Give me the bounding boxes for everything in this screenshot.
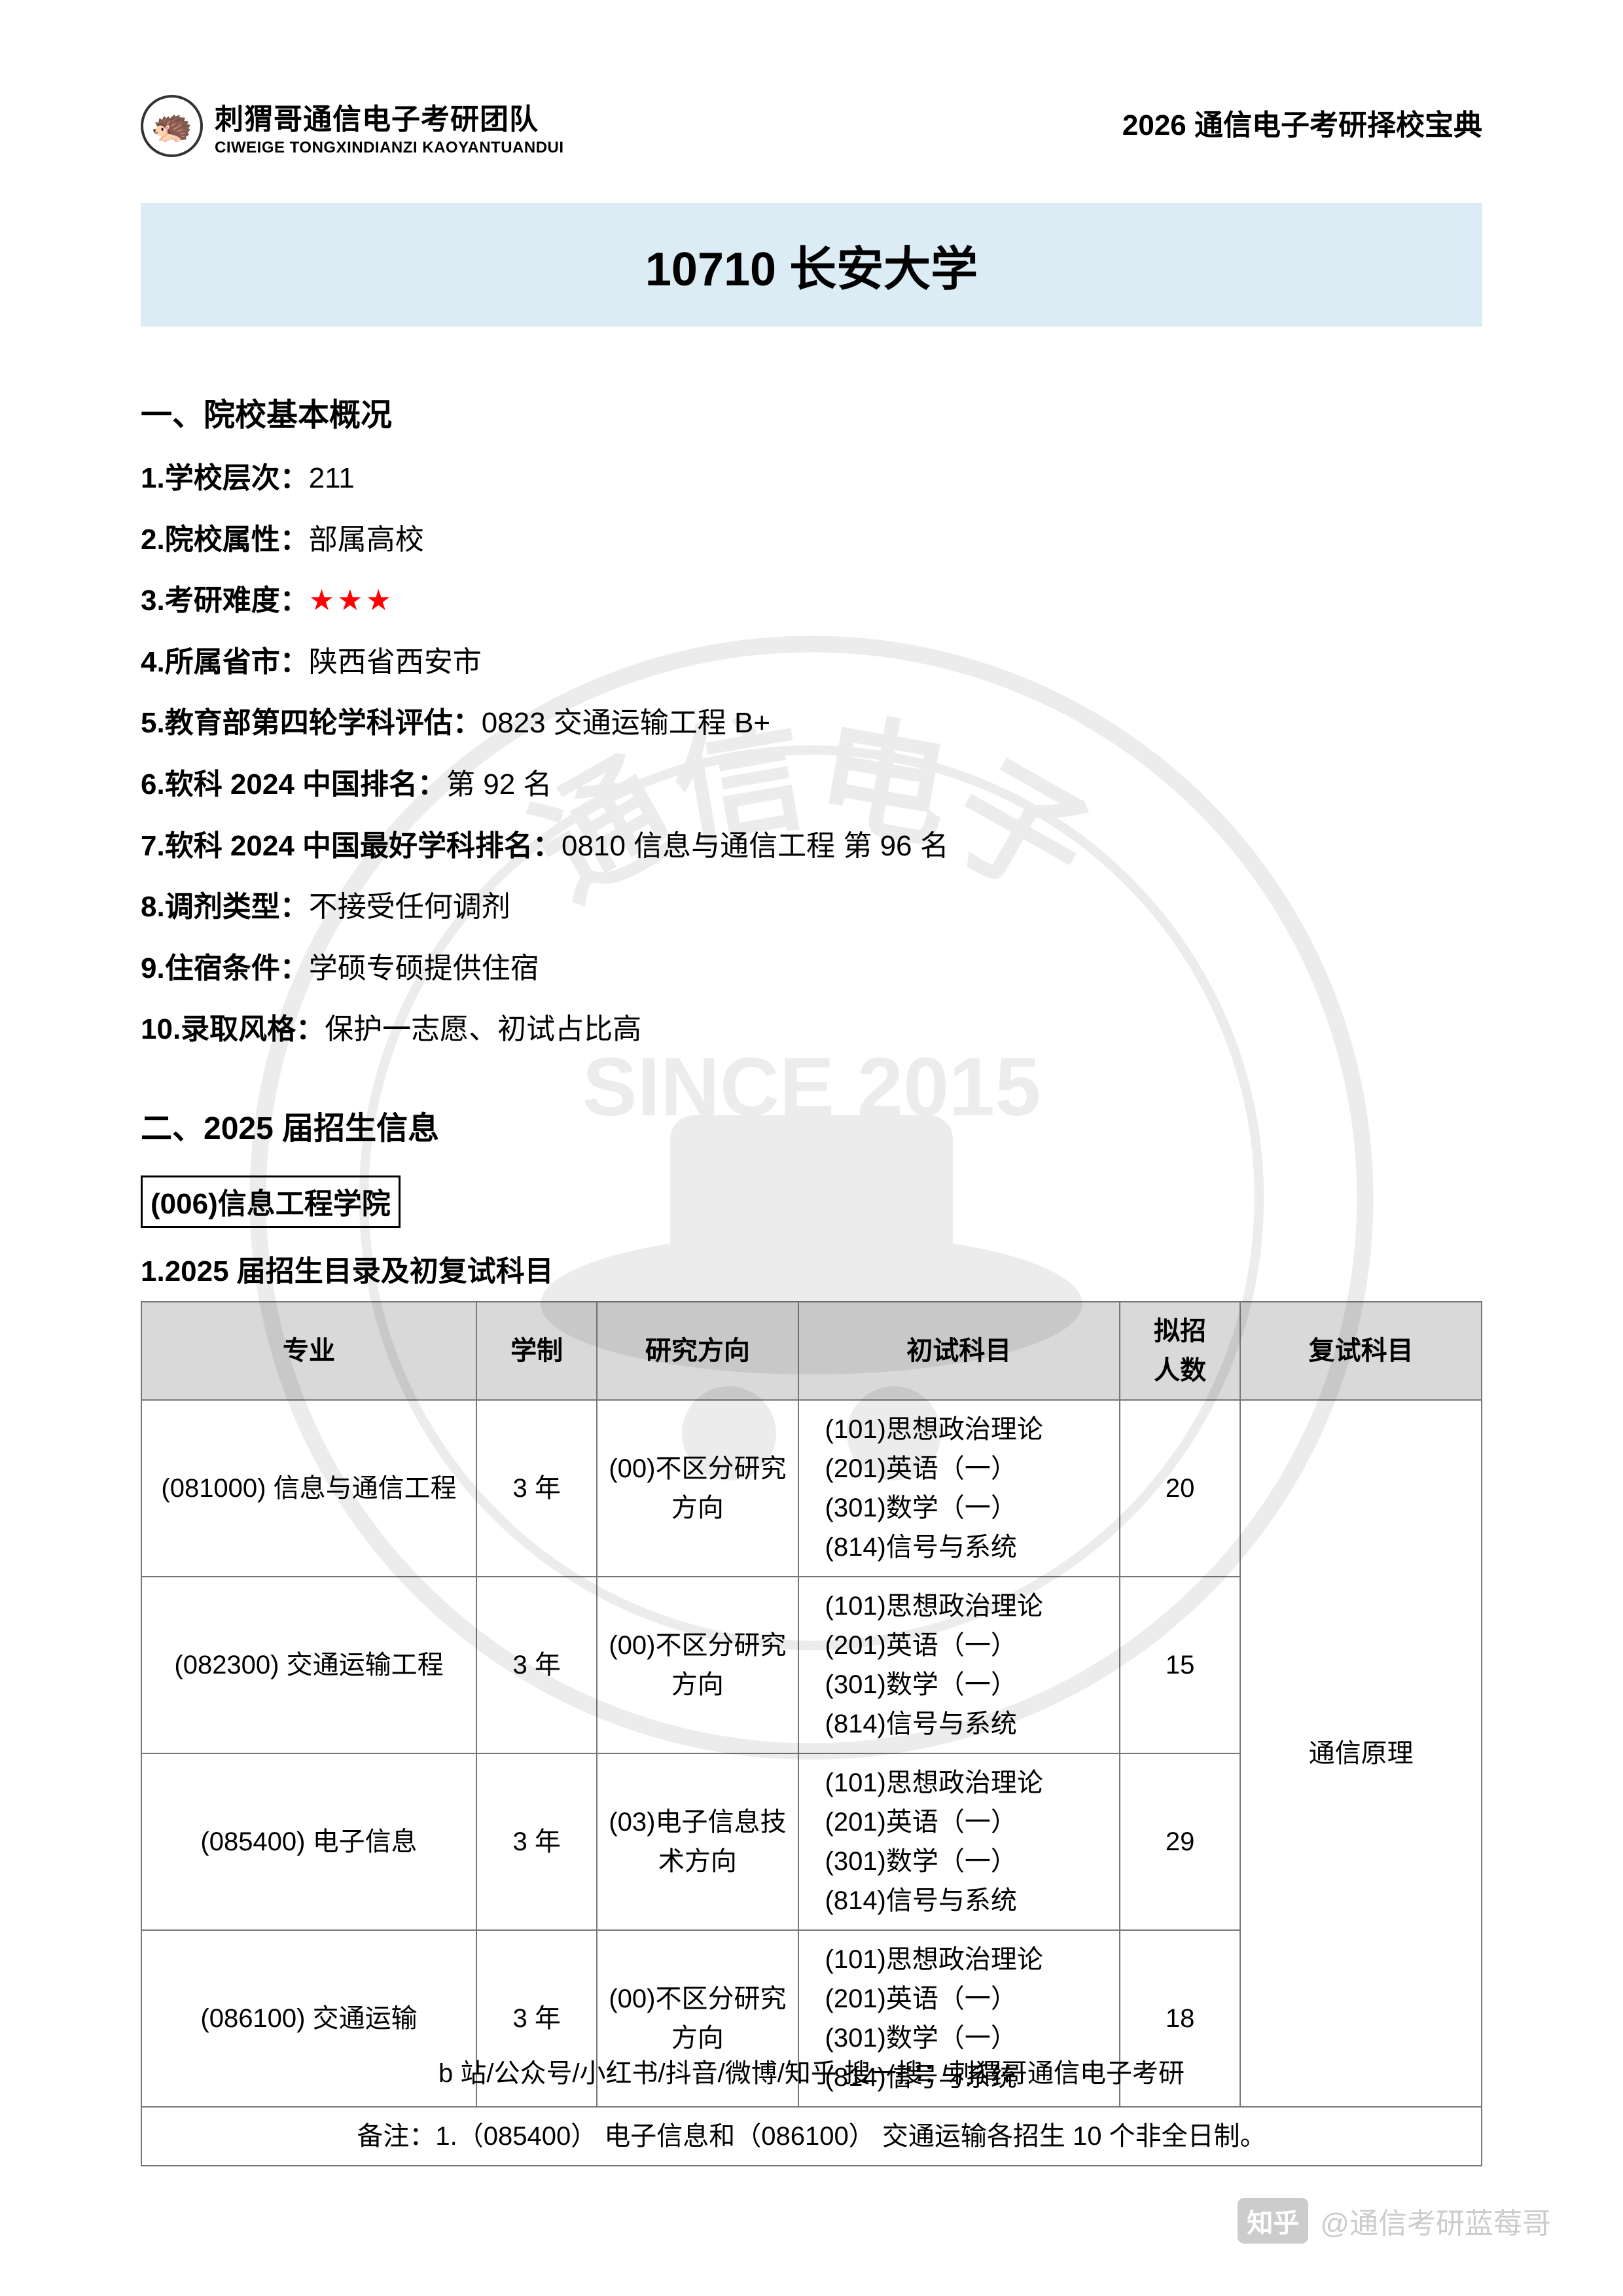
table-column-header: 复试科目 — [1240, 1302, 1482, 1400]
info-label: 2.院校属性： — [141, 524, 309, 556]
info-line: 3.考研难度：★★★ — [141, 581, 1482, 621]
section2-heading: 二、2025 届招生信息 — [141, 1102, 1482, 1148]
info-value: 211 — [309, 462, 355, 494]
page-footer: b 站/公众号/小红书/抖音/微博/知乎 搜一搜：刺猬哥通信电子考研 — [0, 2052, 1623, 2090]
cell-retest-merged: 通信原理 — [1240, 1400, 1482, 2107]
info-value: 部属高校 — [309, 524, 424, 556]
info-label: 8.调剂类型： — [141, 891, 309, 923]
info-label: 6.软科 2024 中国排名： — [141, 768, 446, 800]
info-label: 5.教育部第四轮学科评估： — [141, 707, 482, 739]
table-column-header: 专业 — [141, 1302, 476, 1400]
info-label: 10.录取风格： — [141, 1013, 325, 1045]
info-line: 1.学校层次：211 — [141, 458, 1482, 499]
cell-subjects: (101)思想政治理论(201)英语（一）(301)数学（一）(814)信号与系… — [798, 1577, 1120, 1753]
cell-dir: (03)电子信息技术方向 — [597, 1753, 798, 1930]
info-line: 4.所属省市：陕西省西安市 — [141, 642, 1482, 683]
info-value: 保护一志愿、初试占比高 — [325, 1013, 641, 1045]
info-label: 9.住宿条件： — [141, 952, 309, 984]
college-name-box: (006)信息工程学院 — [141, 1175, 401, 1228]
info-line: 2.院校属性：部属高校 — [141, 520, 1482, 560]
page-header: 🦔 刺猬哥通信电子考研团队 CIWEIGE TONGXINDIANZI KAOY… — [141, 95, 1482, 157]
info-line: 7.软科 2024 中国最好学科排名：0810 信息与通信工程 第 96 名 — [141, 826, 1482, 867]
cell-quota: 20 — [1120, 1400, 1240, 1577]
section1-heading: 一、院校基本概况 — [141, 389, 1482, 435]
cell-years: 3 年 — [476, 1753, 597, 1930]
zhihu-username: @通信考研蓝莓哥 — [1320, 2200, 1551, 2242]
logo-block: 🦔 刺猬哥通信电子考研团队 CIWEIGE TONGXINDIANZI KAOY… — [141, 95, 564, 157]
cell-subjects: (101)思想政治理论(201)英语（一）(301)数学（一）(814)信号与系… — [798, 1753, 1120, 1930]
table-note-cell: 备注：1.（085400） 电子信息和（086100） 交通运输各招生 10 个… — [141, 2107, 1482, 2166]
info-value: 第 92 名 — [446, 768, 552, 800]
info-value: 学硕专硕提供住宿 — [309, 952, 539, 984]
admission-catalog-table: 专业学制研究方向初试科目拟招人数复试科目 (081000) 信息与通信工程3 年… — [141, 1301, 1482, 2166]
table-row: (081000) 信息与通信工程3 年(00)不区分研究方向(101)思想政治理… — [141, 1400, 1482, 1577]
info-value: 0810 信息与通信工程 第 96 名 — [562, 830, 949, 862]
cell-dir: (00)不区分研究方向 — [597, 1577, 798, 1753]
cell-quota: 15 — [1120, 1577, 1240, 1753]
table-note-row: 备注：1.（085400） 电子信息和（086100） 交通运输各招生 10 个… — [141, 2107, 1482, 2166]
info-label: 1.学校层次： — [141, 462, 309, 494]
header-right-title: 2026 通信电子考研择校宝典 — [1122, 101, 1482, 143]
table-column-header: 学制 — [476, 1302, 597, 1400]
zhihu-badge-icon: 知乎 — [1238, 2198, 1308, 2244]
table-column-header: 研究方向 — [597, 1302, 798, 1400]
section-basic-info: 一、院校基本概况 1.学校层次：2112.院校属性：部属高校3.考研难度：★★★… — [141, 389, 1482, 1050]
cell-subjects: (101)思想政治理论(201)英语（一）(301)数学（一）(814)信号与系… — [798, 1400, 1120, 1577]
table-column-header: 初试科目 — [798, 1302, 1120, 1400]
info-value: 陕西省西安市 — [309, 646, 482, 678]
cell-dir: (00)不区分研究方向 — [597, 1400, 798, 1577]
cell-years: 3 年 — [476, 1577, 597, 1753]
info-label: 4.所属省市： — [141, 646, 309, 678]
info-line: 8.调剂类型：不接受任何调剂 — [141, 887, 1482, 927]
catalog-subheading: 1.2025 届招生目录及初复试科目 — [141, 1247, 1482, 1289]
info-line: 10.录取风格：保护一志愿、初试占比高 — [141, 1009, 1482, 1050]
info-value: 不接受任何调剂 — [309, 891, 510, 923]
logo-title-cn: 刺猬哥通信电子考研团队 — [215, 96, 564, 137]
table-header-row: 专业学制研究方向初试科目拟招人数复试科目 — [141, 1302, 1482, 1400]
cell-major: (081000) 信息与通信工程 — [141, 1400, 476, 1577]
info-line: 9.住宿条件：学硕专硕提供住宿 — [141, 948, 1482, 989]
logo-title-en: CIWEIGE TONGXINDIANZI KAOYANTUANDUI — [215, 139, 564, 157]
cell-years: 3 年 — [476, 1400, 597, 1577]
info-line: 6.软科 2024 中国排名：第 92 名 — [141, 764, 1482, 805]
zhihu-attribution: 知乎 @通信考研蓝莓哥 — [1238, 2198, 1551, 2244]
info-line: 5.教育部第四轮学科评估：0823 交通运输工程 B+ — [141, 703, 1482, 744]
section-admission-info: 二、2025 届招生信息 (006)信息工程学院 1.2025 届招生目录及初复… — [141, 1102, 1482, 2166]
university-title-banner: 10710 长安大学 — [141, 203, 1482, 327]
cell-major: (082300) 交通运输工程 — [141, 1577, 476, 1753]
cell-major: (085400) 电子信息 — [141, 1753, 476, 1930]
info-value: 0823 交通运输工程 B+ — [482, 707, 770, 739]
cell-quota: 29 — [1120, 1753, 1240, 1930]
hedgehog-icon: 🦔 — [141, 95, 203, 157]
table-column-header: 拟招人数 — [1120, 1302, 1240, 1400]
info-value: ★★★ — [309, 584, 394, 617]
info-label: 3.考研难度： — [141, 584, 309, 617]
info-label: 7.软科 2024 中国最好学科排名： — [141, 830, 562, 862]
